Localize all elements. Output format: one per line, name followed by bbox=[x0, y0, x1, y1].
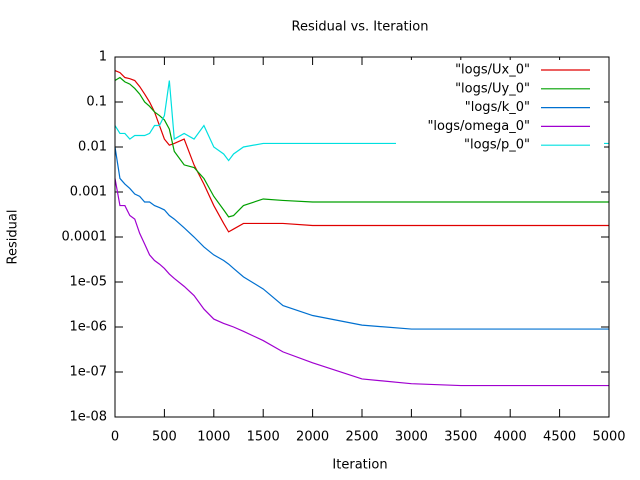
x-tick-label: 4000 bbox=[494, 430, 527, 445]
series-line bbox=[114, 178, 609, 387]
y-tick-label: 0.001 bbox=[70, 185, 107, 200]
x-tick-label: 500 bbox=[152, 430, 177, 445]
x-tick-label: 2000 bbox=[296, 430, 329, 445]
y-tick-label: 0.0001 bbox=[62, 230, 108, 245]
x-tick-label: 1500 bbox=[247, 430, 280, 445]
legend-label: "logs/p_0" bbox=[464, 138, 530, 153]
y-tick-label: 1e-07 bbox=[69, 365, 107, 380]
x-tick-label: 3500 bbox=[444, 430, 477, 445]
legend-label: "logs/omega_0" bbox=[427, 119, 530, 134]
y-tick-label: 1e-05 bbox=[69, 275, 107, 290]
y-tick-label: 1e-06 bbox=[69, 320, 107, 335]
x-tick-label: 3000 bbox=[395, 430, 428, 445]
y-tick-label: 1e-08 bbox=[69, 410, 107, 425]
y-axis-label: Residual bbox=[6, 210, 21, 265]
y-tick-label: 0.1 bbox=[86, 95, 107, 110]
legend-label: "logs/Uy_0" bbox=[455, 81, 530, 96]
y-tick-label: 0.01 bbox=[78, 140, 107, 155]
series-line bbox=[114, 76, 609, 218]
legend-label: "logs/Ux_0" bbox=[455, 63, 530, 78]
x-tick-label: 4500 bbox=[543, 430, 576, 445]
legend-label: "logs/k_0" bbox=[465, 100, 530, 115]
series-line bbox=[114, 80, 609, 162]
x-tick-label: 0 bbox=[111, 430, 119, 445]
chart-title: Residual vs. Iteration bbox=[292, 20, 429, 35]
x-axis-label: Iteration bbox=[332, 458, 387, 473]
x-tick-label: 2500 bbox=[345, 430, 378, 445]
y-tick-label: 1 bbox=[99, 50, 107, 65]
series-line bbox=[114, 69, 609, 233]
x-tick-label: 5000 bbox=[592, 430, 625, 445]
series-line bbox=[114, 146, 609, 330]
x-tick-label: 1000 bbox=[197, 430, 230, 445]
plot-border bbox=[114, 56, 610, 418]
